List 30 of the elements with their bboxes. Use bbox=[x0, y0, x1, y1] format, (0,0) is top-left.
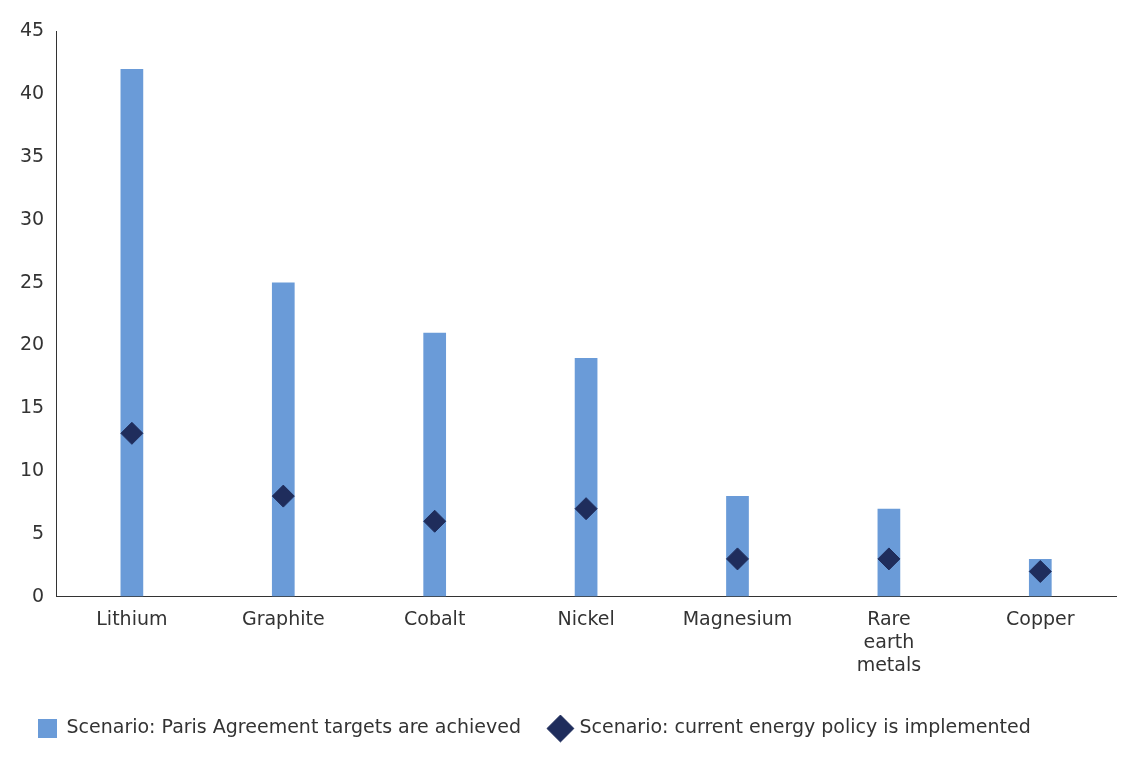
bar bbox=[120, 69, 144, 597]
x-tick-label: Graphite bbox=[241, 606, 325, 629]
x-tick-label: Nickel bbox=[557, 606, 615, 629]
y-tick-label: 45 bbox=[19, 18, 45, 41]
y-tick-label: 0 bbox=[32, 583, 45, 606]
y-tick-label: 35 bbox=[19, 143, 45, 166]
point bbox=[423, 509, 447, 533]
bar bbox=[423, 332, 447, 597]
bar bbox=[574, 357, 598, 597]
point bbox=[574, 497, 598, 521]
y-tick-label: 15 bbox=[19, 395, 45, 418]
point bbox=[271, 484, 295, 508]
y-tick-label: 5 bbox=[32, 520, 45, 543]
legend-label: Scenario: current energy policy is implemented bbox=[579, 715, 1031, 738]
y-tick-label: 30 bbox=[19, 206, 45, 229]
point bbox=[877, 547, 901, 571]
legend-label: Scenario: Paris Agreement targets are achieved bbox=[66, 715, 521, 738]
point bbox=[725, 547, 749, 571]
bar bbox=[271, 282, 295, 597]
point bbox=[120, 421, 144, 445]
point bbox=[1028, 559, 1052, 583]
x-tick-label: Copper bbox=[1006, 606, 1075, 629]
y-tick-label: 40 bbox=[19, 81, 45, 104]
y-tick-label: 20 bbox=[19, 332, 45, 355]
x-tick-label: Magnesium bbox=[682, 606, 793, 629]
y-tick-label: 25 bbox=[19, 269, 45, 292]
x-tick-label: Lithium bbox=[96, 606, 168, 629]
x-tick-label: Cobalt bbox=[404, 606, 466, 629]
x-tick-label: Rare earth metals bbox=[856, 606, 922, 675]
y-tick-label: 10 bbox=[19, 457, 45, 480]
